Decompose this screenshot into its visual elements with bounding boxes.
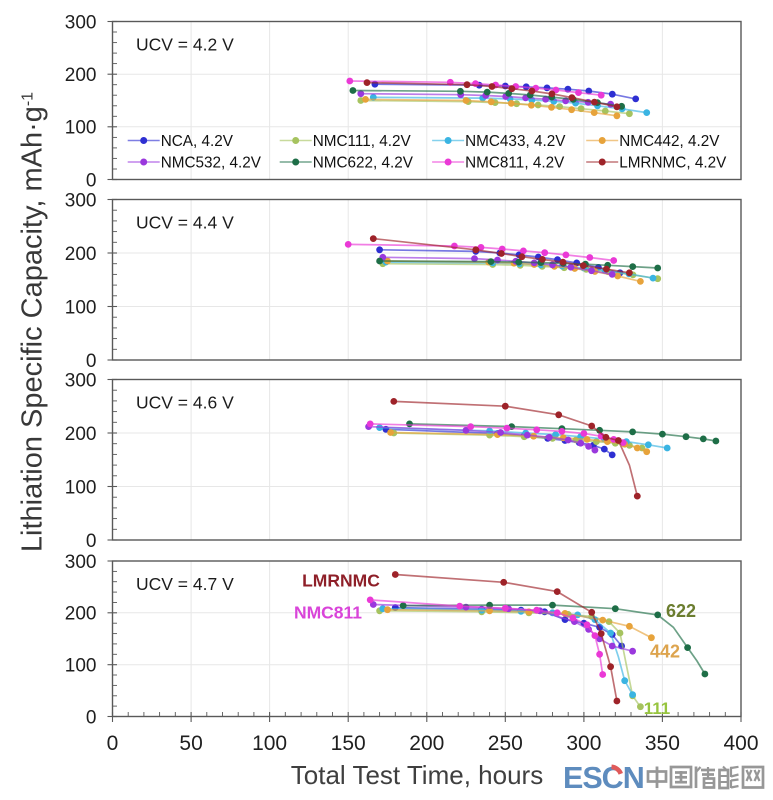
svg-text:200: 200	[65, 604, 97, 625]
svg-text:50: 50	[179, 732, 202, 755]
svg-text:100: 100	[252, 732, 287, 755]
svg-text:0: 0	[86, 351, 97, 372]
svg-text:200: 200	[65, 424, 97, 445]
svg-text:NMC811, 4.2V: NMC811, 4.2V	[465, 154, 565, 171]
svg-text:300: 300	[566, 732, 601, 755]
svg-text:100: 100	[65, 118, 97, 139]
svg-text:100: 100	[65, 656, 97, 677]
svg-text:ESCN: ESCN	[563, 761, 644, 795]
svg-text:UCV = 4.2 V: UCV = 4.2 V	[136, 35, 234, 55]
svg-text:NMC811: NMC811	[294, 603, 362, 623]
svg-text:300: 300	[65, 552, 97, 573]
svg-text:NCA, 4.2V: NCA, 4.2V	[161, 133, 234, 150]
svg-text:0: 0	[86, 170, 97, 191]
svg-text:300: 300	[65, 370, 97, 391]
svg-text:LMRNMC, 4.2V: LMRNMC, 4.2V	[619, 154, 727, 171]
svg-text:200: 200	[65, 65, 97, 86]
svg-text:UCV = 4.6 V: UCV = 4.6 V	[136, 393, 234, 413]
svg-text:NMC622, 4.2V: NMC622, 4.2V	[313, 154, 414, 171]
svg-text:NMC433, 4.2V: NMC433, 4.2V	[465, 133, 566, 150]
svg-text:100: 100	[65, 297, 97, 318]
svg-text:200: 200	[409, 732, 444, 755]
svg-text:250: 250	[488, 732, 523, 755]
svg-text:0: 0	[107, 732, 119, 755]
svg-text:622: 622	[666, 601, 696, 621]
svg-text:UCV = 4.7 V: UCV = 4.7 V	[136, 574, 234, 594]
svg-text:Total Test Time, hours: Total Test Time, hours	[291, 760, 543, 790]
svg-text:442: 442	[650, 642, 680, 662]
svg-text:111: 111	[644, 699, 671, 718]
svg-text:UCV = 4.4 V: UCV = 4.4 V	[136, 213, 234, 233]
svg-text:100: 100	[65, 477, 97, 498]
svg-text:200: 200	[65, 244, 97, 265]
svg-text:NMC442, 4.2V: NMC442, 4.2V	[619, 133, 720, 150]
svg-text:Lithiation Specific Capacity,: Lithiation Specific Capacity, mAh·g-1	[17, 92, 49, 552]
svg-text:NMC111, 4.2V: NMC111, 4.2V	[313, 133, 412, 150]
svg-text:0: 0	[86, 707, 97, 728]
svg-text:NMC532, 4.2V: NMC532, 4.2V	[161, 154, 262, 171]
svg-text:300: 300	[65, 12, 97, 33]
svg-text:350: 350	[645, 732, 680, 755]
svg-text:150: 150	[331, 732, 366, 755]
svg-text:300: 300	[65, 190, 97, 211]
svg-text:400: 400	[723, 732, 758, 755]
svg-text:0: 0	[86, 531, 97, 552]
svg-text:LMRNMC: LMRNMC	[302, 571, 380, 591]
